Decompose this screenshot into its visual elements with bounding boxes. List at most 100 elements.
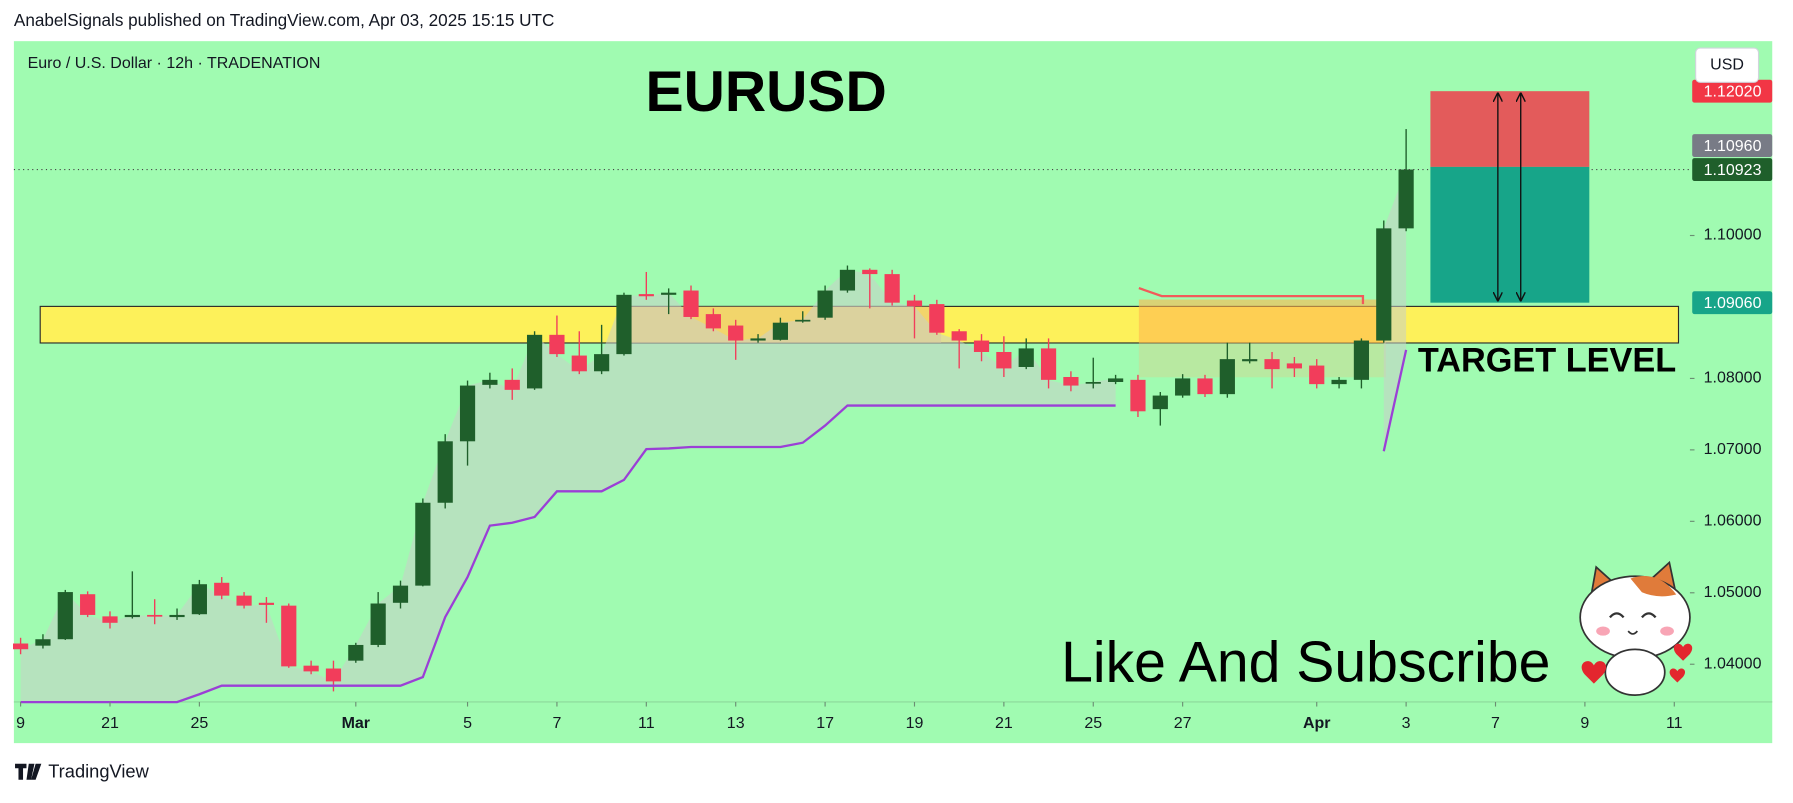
candle-body bbox=[705, 314, 721, 329]
candle-body bbox=[973, 340, 990, 352]
candle-body bbox=[1040, 348, 1057, 380]
candle-body bbox=[839, 269, 856, 291]
cat-sticker bbox=[1579, 560, 1693, 696]
candle-body bbox=[80, 594, 96, 615]
range-line bbox=[1138, 287, 1365, 305]
chart-title: EURUSD bbox=[645, 60, 886, 124]
candle-body bbox=[1063, 376, 1079, 386]
candle-body bbox=[504, 379, 520, 390]
candle-body bbox=[147, 614, 163, 617]
plot bbox=[13, 129, 1690, 704]
currency-label: USD bbox=[1710, 56, 1744, 73]
candle-body bbox=[1376, 228, 1392, 341]
candle-body bbox=[616, 294, 632, 355]
price-badge bbox=[1692, 158, 1773, 181]
currency-button[interactable] bbox=[1695, 47, 1760, 83]
candle-body bbox=[594, 354, 610, 372]
x-tick-label: 19 bbox=[906, 715, 924, 732]
price-badge-label: 1.10923 bbox=[1704, 162, 1762, 179]
candle-body bbox=[35, 639, 51, 646]
x-tick-label: 9 bbox=[16, 715, 25, 732]
annotation: TARGET LEVEL bbox=[1418, 341, 1676, 379]
x-tick-label: 3 bbox=[1402, 715, 1411, 732]
candle-body bbox=[57, 592, 73, 640]
candle-body bbox=[884, 274, 900, 303]
x-tick-label: 11 bbox=[638, 715, 655, 732]
x-tick-label: 27 bbox=[1174, 715, 1192, 732]
x-tick-label: 21 bbox=[995, 715, 1013, 732]
candle-body bbox=[683, 290, 699, 317]
candle-body bbox=[191, 584, 207, 615]
candle-body bbox=[281, 605, 297, 667]
x-tick-label: 13 bbox=[727, 715, 745, 732]
candle-body bbox=[13, 643, 29, 650]
y-tick-label: 1.07000 bbox=[1704, 441, 1762, 458]
candle-body bbox=[348, 644, 364, 661]
target-zone-box bbox=[1430, 166, 1590, 303]
price-badge bbox=[1692, 134, 1773, 157]
candle-body bbox=[482, 379, 498, 385]
range-box bbox=[1138, 342, 1386, 378]
candle-body bbox=[1018, 348, 1034, 367]
candle-body bbox=[236, 595, 252, 606]
x-tick-label: 7 bbox=[552, 715, 561, 732]
x-tick-label: 25 bbox=[190, 715, 208, 732]
candle-body bbox=[571, 355, 587, 372]
candle-body bbox=[325, 668, 342, 682]
candle-body bbox=[1331, 379, 1347, 385]
x-tick-label: 25 bbox=[1084, 715, 1102, 732]
price-badge-label: 1.12020 bbox=[1704, 84, 1762, 101]
candle-body bbox=[728, 325, 744, 341]
x-tick-label: 5 bbox=[463, 715, 472, 732]
candle-body bbox=[303, 665, 319, 672]
candle-body bbox=[1219, 359, 1235, 395]
candle-body bbox=[258, 602, 275, 605]
candle-body bbox=[638, 294, 654, 297]
x-tick-label: Mar bbox=[342, 715, 370, 732]
candle-body bbox=[1152, 395, 1168, 410]
candle-body bbox=[1175, 378, 1191, 396]
trail-line bbox=[20, 404, 1116, 704]
stop-zone bbox=[1430, 91, 1590, 167]
candle-body bbox=[772, 322, 789, 340]
candle-body bbox=[1197, 378, 1213, 395]
publish-header: AnabelSignals published on TradingView.c… bbox=[14, 10, 554, 30]
candle-body bbox=[459, 385, 476, 442]
candle-body bbox=[169, 614, 185, 618]
candle-body bbox=[102, 616, 118, 623]
y-tick-label: 1.08000 bbox=[1704, 370, 1762, 387]
candle-body bbox=[1353, 340, 1370, 380]
candle-body bbox=[370, 603, 386, 645]
candle-body bbox=[1286, 363, 1302, 369]
candle-body bbox=[817, 290, 833, 318]
candle-body bbox=[1264, 359, 1280, 370]
x-tick-label: Apr bbox=[1303, 715, 1331, 732]
y-tick-label: 1.06000 bbox=[1704, 513, 1762, 530]
symbol-label: Euro / U.S. Dollar · 12h · TRADENATION bbox=[28, 55, 321, 72]
y-tick-label: 1.04000 bbox=[1704, 655, 1762, 672]
candle-body bbox=[661, 292, 677, 295]
x-tick-label: 21 bbox=[101, 715, 119, 732]
y-tick-label: 1.05000 bbox=[1704, 584, 1762, 601]
x-tick-label: 9 bbox=[1580, 715, 1589, 732]
candle-body bbox=[1085, 381, 1101, 384]
annotation: Like And Subscribe bbox=[1061, 631, 1550, 695]
axes: 1.04000 1.05000 1.06000 1.07000 1.08000 1.100… bbox=[16, 79, 1773, 732]
price-badge-label: 1.09060 bbox=[1704, 295, 1762, 312]
candle-body bbox=[951, 331, 967, 341]
candle-body bbox=[795, 319, 811, 322]
range-box bbox=[1138, 299, 1386, 343]
price-badge bbox=[1692, 291, 1773, 315]
position-tool bbox=[1430, 91, 1590, 303]
candle-body bbox=[549, 334, 565, 355]
candle-body bbox=[415, 502, 431, 586]
candle-body bbox=[1242, 359, 1258, 362]
trail-fill bbox=[20, 269, 1116, 703]
candle-body bbox=[862, 269, 878, 275]
y-tick-label: 1.10000 bbox=[1704, 227, 1762, 244]
x-tick-label: 17 bbox=[816, 715, 834, 732]
candle-body bbox=[750, 338, 766, 341]
price-badge bbox=[1692, 79, 1773, 103]
footer-logo bbox=[15, 763, 42, 780]
